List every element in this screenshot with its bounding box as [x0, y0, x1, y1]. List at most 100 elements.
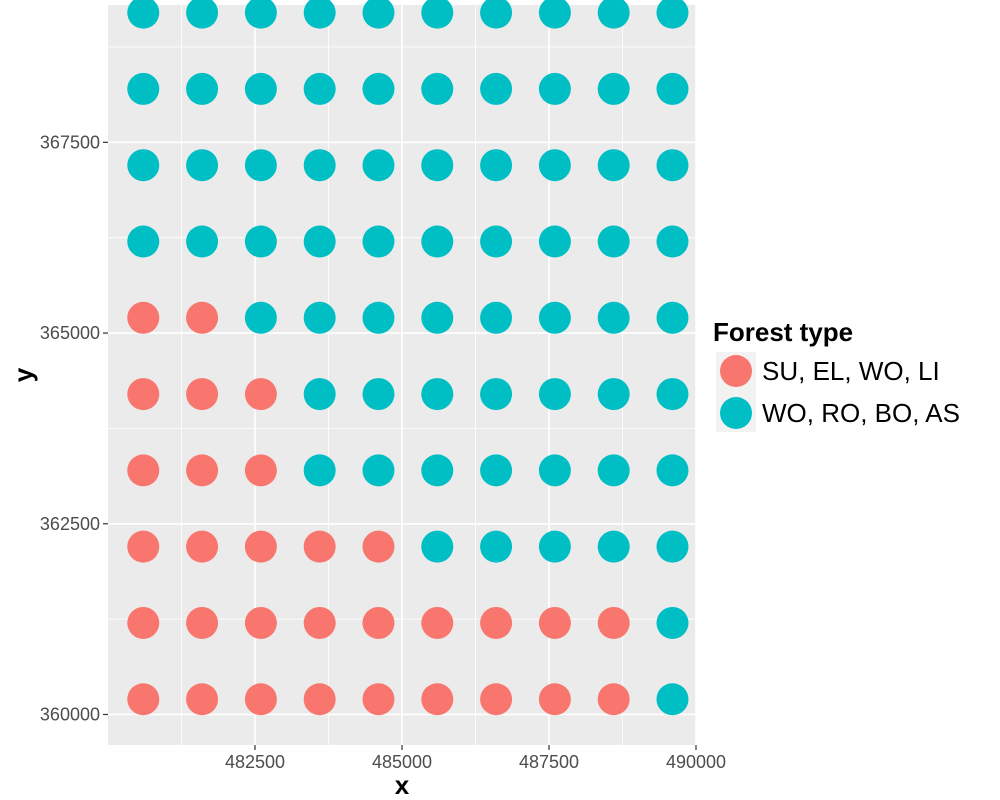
data-point-wo-ro-bo-as: [597, 225, 630, 258]
x-tick-label: 482500: [225, 752, 285, 772]
legend-key-su-el-wo-li: [720, 355, 752, 387]
data-point-wo-ro-bo-as: [186, 72, 219, 105]
data-point-wo-ro-bo-as: [656, 454, 689, 487]
data-point-wo-ro-bo-as: [421, 72, 454, 105]
data-point-wo-ro-bo-as: [538, 454, 571, 487]
data-point-su-el-wo-li: [186, 378, 219, 411]
data-point-wo-ro-bo-as: [597, 454, 630, 487]
data-point-wo-ro-bo-as: [127, 149, 160, 182]
data-point-wo-ro-bo-as: [362, 0, 395, 29]
legend-label: WO, RO, BO, AS: [762, 398, 960, 428]
x-tick-label: 490000: [666, 752, 726, 772]
data-point-wo-ro-bo-as: [303, 225, 336, 258]
data-point-wo-ro-bo-as: [186, 225, 219, 258]
data-point-wo-ro-bo-as: [421, 454, 454, 487]
data-point-wo-ro-bo-as: [656, 606, 689, 639]
data-point-su-el-wo-li: [127, 530, 160, 563]
data-point-su-el-wo-li: [538, 683, 571, 716]
x-tick-label: 487500: [519, 752, 579, 772]
data-point-wo-ro-bo-as: [244, 301, 277, 334]
data-point-wo-ro-bo-as: [303, 454, 336, 487]
data-point-wo-ro-bo-as: [597, 72, 630, 105]
data-point-wo-ro-bo-as: [186, 0, 219, 29]
legend-title: Forest type: [713, 317, 853, 347]
data-point-wo-ro-bo-as: [421, 378, 454, 411]
data-point-wo-ro-bo-as: [362, 454, 395, 487]
y-tick-label: 365000: [40, 323, 100, 343]
data-point-su-el-wo-li: [480, 683, 513, 716]
data-point-wo-ro-bo-as: [127, 0, 160, 29]
data-point-wo-ro-bo-as: [480, 0, 513, 29]
legend: Forest type SU, EL, WO, LI WO, RO, BO, AS: [713, 317, 960, 432]
data-point-wo-ro-bo-as: [480, 378, 513, 411]
data-point-wo-ro-bo-as: [597, 149, 630, 182]
data-point-wo-ro-bo-as: [303, 0, 336, 29]
data-point-wo-ro-bo-as: [421, 225, 454, 258]
data-point-wo-ro-bo-as: [538, 72, 571, 105]
data-point-wo-ro-bo-as: [362, 225, 395, 258]
data-point-wo-ro-bo-as: [538, 301, 571, 334]
data-point-wo-ro-bo-as: [244, 72, 277, 105]
data-point-wo-ro-bo-as: [244, 225, 277, 258]
data-point-wo-ro-bo-as: [127, 225, 160, 258]
data-point-wo-ro-bo-as: [538, 0, 571, 29]
data-point-su-el-wo-li: [127, 378, 160, 411]
data-point-wo-ro-bo-as: [656, 301, 689, 334]
data-point-wo-ro-bo-as: [244, 0, 277, 29]
data-point-wo-ro-bo-as: [538, 225, 571, 258]
data-point-su-el-wo-li: [244, 683, 277, 716]
data-point-su-el-wo-li: [127, 606, 160, 639]
data-point-wo-ro-bo-as: [597, 530, 630, 563]
data-point-su-el-wo-li: [303, 683, 336, 716]
data-point-su-el-wo-li: [186, 606, 219, 639]
data-point-wo-ro-bo-as: [421, 0, 454, 29]
data-point-su-el-wo-li: [421, 683, 454, 716]
data-point-wo-ro-bo-as: [538, 149, 571, 182]
data-point-wo-ro-bo-as: [597, 0, 630, 29]
data-points: [127, 0, 689, 716]
legend-key-wo-ro-bo-as: [720, 397, 752, 429]
y-tick-label: 362500: [40, 514, 100, 534]
data-point-su-el-wo-li: [362, 530, 395, 563]
data-point-wo-ro-bo-as: [362, 301, 395, 334]
data-point-wo-ro-bo-as: [186, 149, 219, 182]
data-point-wo-ro-bo-as: [656, 225, 689, 258]
y-tick-label: 367500: [40, 132, 100, 152]
data-point-su-el-wo-li: [597, 606, 630, 639]
data-point-su-el-wo-li: [127, 683, 160, 716]
data-point-wo-ro-bo-as: [538, 530, 571, 563]
data-point-wo-ro-bo-as: [656, 378, 689, 411]
data-point-wo-ro-bo-as: [480, 530, 513, 563]
data-point-su-el-wo-li: [244, 606, 277, 639]
x-tick-label: 485000: [372, 752, 432, 772]
data-point-wo-ro-bo-as: [303, 378, 336, 411]
legend-label: SU, EL, WO, LI: [762, 356, 940, 386]
data-point-su-el-wo-li: [186, 454, 219, 487]
data-point-wo-ro-bo-as: [656, 530, 689, 563]
data-point-wo-ro-bo-as: [597, 378, 630, 411]
legend-items: SU, EL, WO, LI WO, RO, BO, AS: [720, 355, 960, 429]
data-point-wo-ro-bo-as: [362, 149, 395, 182]
data-point-su-el-wo-li: [421, 606, 454, 639]
data-point-wo-ro-bo-as: [421, 301, 454, 334]
x-axis-ticks: 482500 485000 487500 490000: [225, 745, 726, 772]
data-point-wo-ro-bo-as: [480, 149, 513, 182]
data-point-wo-ro-bo-as: [303, 72, 336, 105]
data-point-su-el-wo-li: [244, 530, 277, 563]
data-point-su-el-wo-li: [244, 378, 277, 411]
data-point-wo-ro-bo-as: [127, 72, 160, 105]
data-point-su-el-wo-li: [244, 454, 277, 487]
data-point-su-el-wo-li: [362, 683, 395, 716]
data-point-wo-ro-bo-as: [362, 72, 395, 105]
data-point-wo-ro-bo-as: [480, 454, 513, 487]
data-point-su-el-wo-li: [303, 606, 336, 639]
data-point-su-el-wo-li: [127, 454, 160, 487]
y-axis-title: y: [8, 367, 38, 382]
data-point-wo-ro-bo-as: [656, 683, 689, 716]
data-point-su-el-wo-li: [127, 301, 160, 334]
data-point-wo-ro-bo-as: [421, 149, 454, 182]
data-point-su-el-wo-li: [362, 606, 395, 639]
data-point-su-el-wo-li: [186, 530, 219, 563]
data-point-wo-ro-bo-as: [656, 0, 689, 29]
